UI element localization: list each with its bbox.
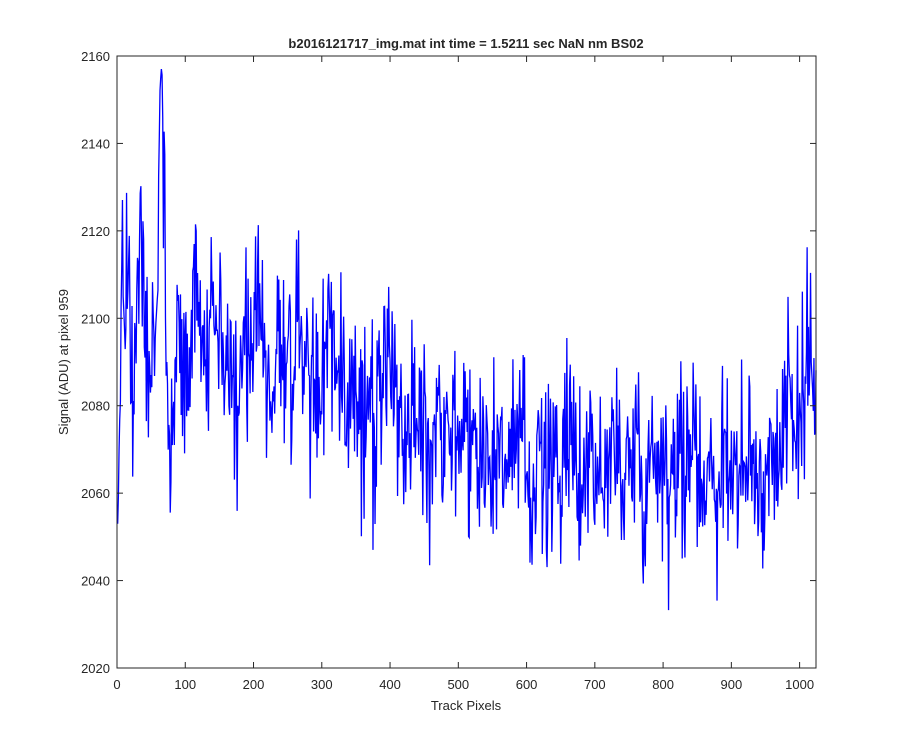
y-tick-label: 2120 — [81, 224, 110, 239]
axes-box — [116, 55, 817, 669]
y-tick-label: 2060 — [81, 486, 110, 501]
x-axis-label: Track Pixels — [431, 698, 502, 713]
y-tick-label: 2140 — [81, 136, 110, 151]
y-tick-label: 2100 — [81, 311, 110, 326]
x-tick-label: 200 — [243, 677, 265, 692]
x-tick-label: 600 — [516, 677, 538, 692]
series-line-0 — [117, 69, 817, 611]
y-tick-label: 2160 — [81, 49, 110, 64]
y-ticks: 2020 2040 2060 2080 2100 2120 2140 2160 — [81, 49, 816, 676]
x-tick-label: 1000 — [785, 677, 814, 692]
x-tick-label: 900 — [721, 677, 743, 692]
x-tick-label: 0 — [113, 677, 120, 692]
x-tick-label: 700 — [584, 677, 606, 692]
chart-title: b2016121717_img.mat int time = 1.5211 se… — [288, 36, 643, 51]
y-tick-label: 2040 — [81, 574, 110, 589]
series-layer — [117, 69, 817, 611]
x-tick-label: 800 — [652, 677, 674, 692]
y-tick-label: 2020 — [81, 661, 110, 676]
y-tick-label: 2080 — [81, 399, 110, 414]
x-tick-label: 500 — [447, 677, 469, 692]
x-tick-label: 100 — [174, 677, 196, 692]
x-tick-label: 300 — [311, 677, 333, 692]
x-ticks: 0 100 200 300 400 500 600 700 800 900 1000 — [113, 56, 814, 692]
y-axis-label: Signal (ADU) at pixel 959 — [56, 289, 71, 435]
x-tick-label: 400 — [379, 677, 401, 692]
